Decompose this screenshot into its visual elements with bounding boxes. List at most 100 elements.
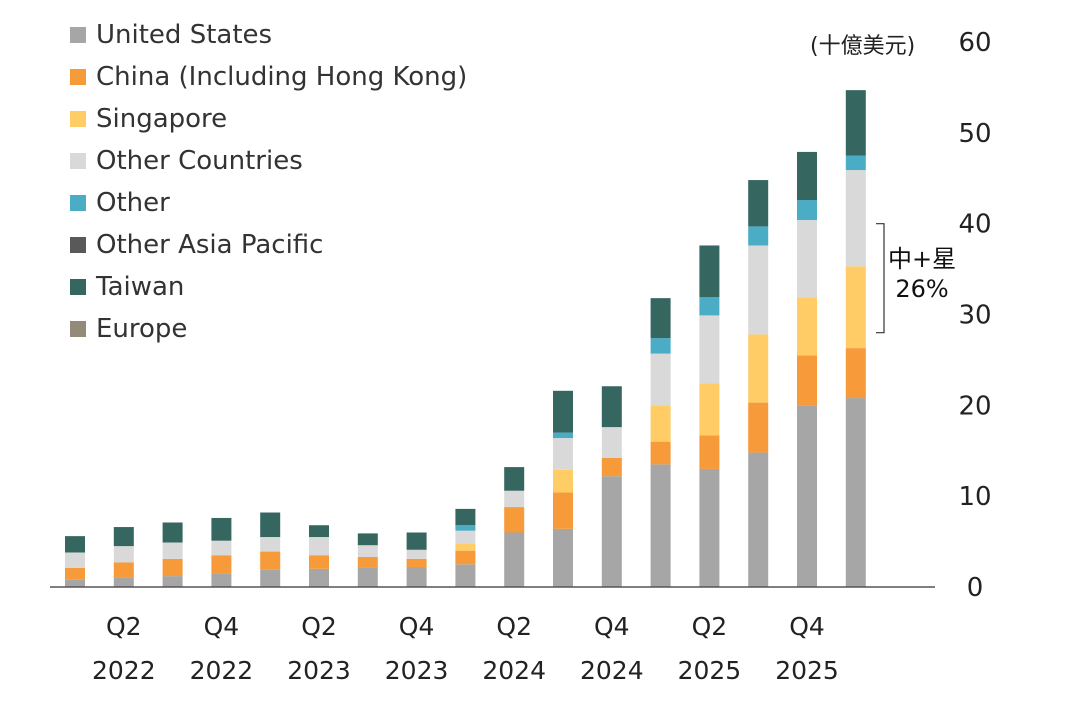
legend-item: Europe — [70, 308, 467, 350]
bar-segment-3-16 — [845, 170, 866, 267]
x-tick-quarter: Q4 — [204, 612, 240, 641]
legend-swatch — [70, 321, 86, 337]
bar-segment-6-4 — [260, 512, 281, 538]
bar-segment-6-14 — [748, 180, 769, 227]
legend-item: Other Asia Pacific — [70, 224, 467, 266]
bar-segment-3-6 — [357, 545, 378, 558]
y-tick-label: 60 — [958, 28, 991, 58]
bar-segment-1-8 — [455, 550, 476, 565]
x-tick-year: 2023 — [287, 656, 351, 685]
bar-segment-4-8 — [455, 525, 476, 531]
bar-segment-0-2 — [162, 576, 183, 587]
legend-swatch — [70, 27, 86, 43]
x-tick-year: 2022 — [92, 656, 156, 685]
bar-segment-0-7 — [406, 567, 427, 587]
bar-segment-6-8 — [455, 508, 476, 526]
legend-label: China (Including Hong Kong) — [96, 62, 468, 92]
bar-segment-2-12 — [650, 405, 671, 442]
annotation-line2: 26% — [895, 275, 949, 303]
bar-segment-3-15 — [797, 220, 817, 298]
legend-label: Taiwan — [96, 272, 185, 302]
y-tick-label: 20 — [958, 391, 991, 421]
unit-label: (十億美元) — [810, 34, 916, 59]
x-tick-year: 2024 — [482, 656, 546, 685]
bar-segment-0-8 — [455, 564, 476, 587]
bar-segment-0-9 — [504, 532, 525, 587]
bar-segment-0-1 — [113, 577, 134, 587]
legend-item: China (Including Hong Kong) — [70, 56, 467, 98]
x-tick-quarter: Q2 — [301, 612, 337, 641]
bar-segment-3-11 — [601, 427, 622, 459]
bar-segment-1-16 — [845, 348, 866, 399]
y-axis-ticks: 0 10 20 30 40 50 60 — [958, 28, 991, 603]
bar-segment-0-3 — [211, 573, 232, 587]
bar-segment-6-1 — [113, 527, 134, 547]
bar-segment-0-6 — [357, 567, 378, 587]
legend-label: Other Asia Pacific — [96, 230, 324, 260]
annotation-bracket — [876, 223, 885, 334]
bar-segment-1-2 — [162, 558, 183, 577]
bar-segment-4-12 — [650, 338, 671, 354]
y-tick-label: 10 — [958, 482, 991, 512]
x-tick-quarter: Q4 — [399, 612, 435, 641]
bar-segment-1-3 — [211, 555, 232, 574]
bar-segment-0-12 — [650, 464, 671, 587]
x-tick-quarter: Q2 — [692, 612, 728, 641]
bar-segment-4-15 — [797, 200, 817, 221]
x-tick-quarter: Q4 — [789, 612, 825, 641]
legend-swatch — [70, 237, 86, 253]
legend-swatch — [70, 153, 86, 169]
bar-segment-3-13 — [699, 315, 720, 384]
bar-segment-6-11 — [601, 386, 622, 428]
legend: United States China (Including Hong Kong)… — [70, 14, 467, 350]
bar-segment-3-12 — [650, 353, 671, 406]
y-tick-label: 40 — [958, 210, 991, 240]
bar-segment-4-13 — [699, 297, 720, 316]
x-axis-ticks: Q2 2022 Q4 2022 Q2 2023 Q4 2023 Q2 2024 Q4 2024 Q2 20… — [92, 612, 839, 685]
bar-segment-6-9 — [504, 467, 525, 491]
bar-segment-2-13 — [699, 383, 720, 436]
bar-segment-3-1 — [113, 546, 134, 563]
bar-segment-3-2 — [162, 542, 183, 559]
bar-segment-1-13 — [699, 435, 720, 469]
bar-segment-0-0 — [65, 579, 85, 587]
bar-segment-3-14 — [748, 245, 769, 335]
bar-segment-1-11 — [601, 458, 622, 477]
bar-segment-6-7 — [406, 532, 427, 550]
bar-segment-1-7 — [406, 558, 427, 568]
bar-segment-0-5 — [309, 568, 329, 587]
bar-segment-0-11 — [601, 476, 622, 587]
x-tick-year: 2023 — [385, 656, 449, 685]
bars-layer — [65, 90, 866, 587]
legend-item: United States — [70, 14, 467, 56]
bar-segment-0-13 — [699, 468, 720, 587]
bar-segment-3-3 — [211, 540, 232, 556]
bar-segment-6-3 — [211, 517, 232, 541]
legend-item: Other — [70, 182, 467, 224]
bar-segment-3-0 — [65, 552, 85, 568]
bar-segment-1-14 — [748, 402, 769, 453]
bar-segment-3-10 — [553, 438, 573, 470]
bar-segment-1-4 — [260, 551, 281, 570]
bar-segment-0-15 — [797, 405, 817, 587]
bar-segment-6-12 — [650, 298, 671, 339]
legend-item: Singapore — [70, 98, 467, 140]
legend-item: Other Countries — [70, 140, 467, 182]
bar-segment-6-6 — [357, 533, 378, 546]
bar-segment-2-14 — [748, 334, 769, 403]
bar-segment-2-8 — [455, 543, 476, 551]
x-tick-year: 2025 — [678, 656, 742, 685]
legend-label: United States — [96, 20, 273, 50]
bar-segment-3-9 — [504, 490, 525, 508]
y-tick-label: 50 — [958, 119, 991, 149]
y-tick-label: 0 — [967, 573, 984, 603]
bar-segment-6-10 — [553, 390, 573, 433]
bar-segment-0-14 — [748, 452, 769, 587]
bar-segment-1-0 — [65, 567, 85, 580]
legend-swatch — [70, 279, 86, 295]
x-tick-year: 2022 — [190, 656, 254, 685]
x-tick-year: 2025 — [775, 656, 839, 685]
bar-segment-6-2 — [162, 522, 183, 543]
legend-label: Other — [96, 188, 170, 218]
legend-item: Taiwan — [70, 266, 467, 308]
